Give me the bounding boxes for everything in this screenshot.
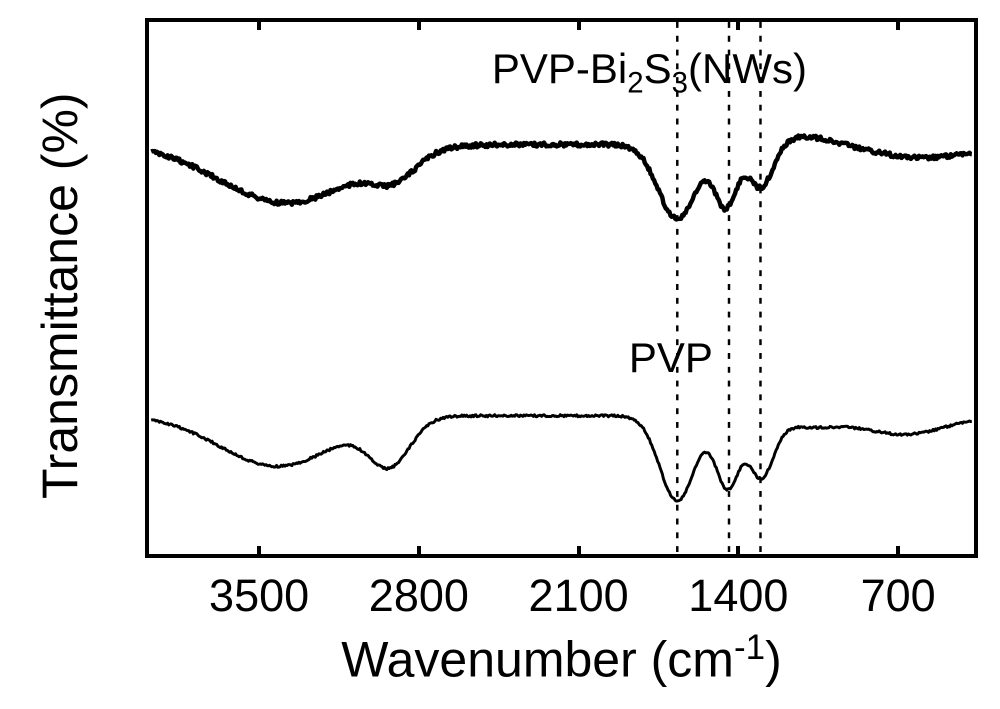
x-tick-label: 3500 <box>209 570 309 622</box>
x-tick-mark <box>736 546 740 558</box>
label-pvp-bi2s3: PVP-Bi2S3(NWs) <box>492 45 807 100</box>
x-axis-label-text: Wavenumber (cm <box>341 632 734 688</box>
label-pvp: PVP <box>629 334 713 382</box>
x-tick-mark <box>417 546 421 558</box>
x-tick-mark-top <box>577 18 581 30</box>
bottom-series <box>151 415 972 501</box>
x-axis-label-tail: ) <box>765 632 782 688</box>
x-tick-mark-top <box>736 18 740 30</box>
x-axis-label-sup: -1 <box>734 628 765 667</box>
y-axis-label-text: Transmittance (%) <box>32 92 88 499</box>
y-axis-label: Transmittance (%) <box>31 99 89 499</box>
x-tick-label: 1400 <box>688 570 788 622</box>
top-series <box>151 135 972 219</box>
ftir-figure: Transmittance (%) 3500 2800 2100 1400 700 Wa… <box>0 0 1000 709</box>
x-tick-mark-top <box>257 18 261 30</box>
spectra-svg <box>149 22 974 554</box>
x-tick-label: 2800 <box>369 570 469 622</box>
x-tick-mark <box>896 546 900 558</box>
x-tick-mark-top <box>896 18 900 30</box>
x-tick-mark <box>257 546 261 558</box>
x-tick-mark <box>577 546 581 558</box>
x-tick-mark-top <box>417 18 421 30</box>
x-tick-label: 2100 <box>529 570 629 622</box>
x-axis-label: Wavenumber (cm-1) <box>312 628 812 689</box>
x-tick-label: 700 <box>861 570 936 622</box>
